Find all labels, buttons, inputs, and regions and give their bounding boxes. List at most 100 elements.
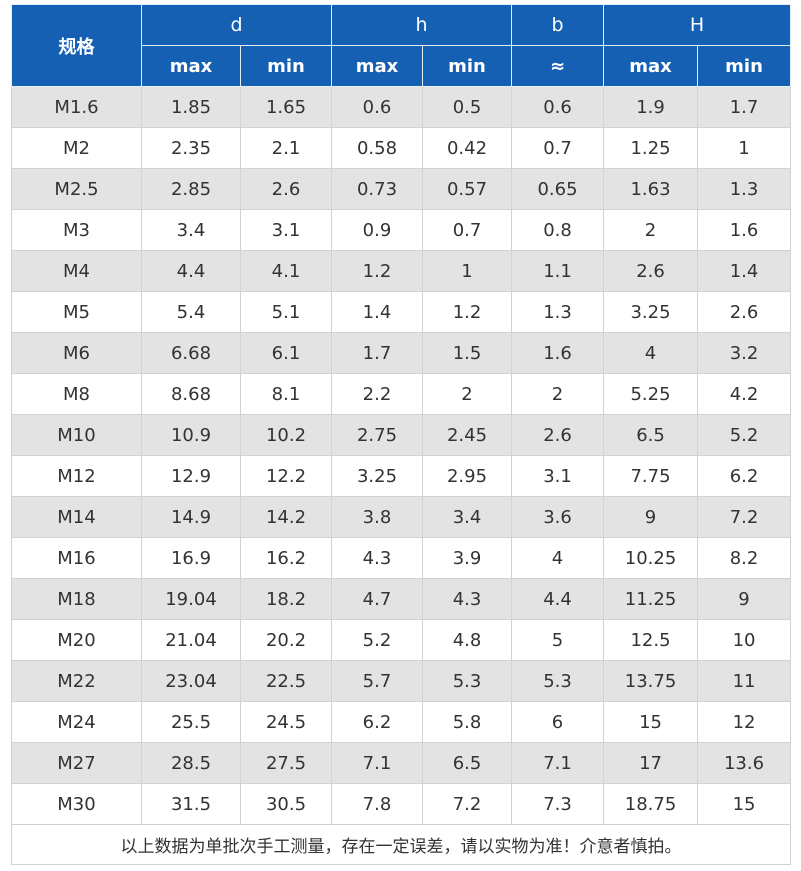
table-row: M8 8.68 8.1 2.2 2 2 5.25 4.2 — [11, 373, 792, 415]
cell-H-max: 1.25 — [603, 127, 699, 169]
table-row: M1.6 1.85 1.65 0.6 0.5 0.6 1.9 1.7 — [11, 86, 792, 128]
cell-b-approx: 0.65 — [511, 168, 605, 210]
table-row: M14 14.9 14.2 3.8 3.4 3.6 9 7.2 — [11, 496, 792, 538]
cell-d-min: 4.1 — [240, 250, 332, 292]
cell-h-min: 0.7 — [421, 209, 513, 251]
cell-b-approx: 4 — [511, 537, 605, 579]
cell-b-approx: 0.8 — [511, 209, 605, 251]
cell-spec: M14 — [11, 496, 142, 538]
cell-d-max: 4.4 — [141, 250, 241, 292]
cell-h-max: 0.6 — [331, 86, 423, 128]
cell-h-max: 4.3 — [331, 537, 423, 579]
cell-d-min: 16.2 — [240, 537, 332, 579]
cell-spec: M27 — [11, 742, 142, 784]
cell-H-max: 2 — [603, 209, 699, 251]
cell-h-max: 1.4 — [331, 291, 423, 333]
cell-d-min: 30.5 — [240, 783, 332, 825]
cell-spec: M2 — [11, 127, 142, 169]
cell-d-max: 1.85 — [141, 86, 241, 128]
cell-h-max: 3.8 — [331, 496, 423, 538]
cell-h-min: 4.8 — [421, 619, 513, 661]
cell-spec: M22 — [11, 660, 142, 702]
cell-h-max: 5.2 — [331, 619, 423, 661]
cell-d-min: 18.2 — [240, 578, 332, 620]
header-group-b: b — [511, 4, 605, 46]
cell-H-min: 1.6 — [697, 209, 792, 251]
cell-h-max: 5.7 — [331, 660, 423, 702]
cell-d-max: 14.9 — [141, 496, 241, 538]
cell-h-min: 2 — [421, 373, 513, 415]
cell-spec: M10 — [11, 414, 142, 456]
cell-spec: M4 — [11, 250, 142, 292]
table-row: M5 5.4 5.1 1.4 1.2 1.3 3.25 2.6 — [11, 291, 792, 333]
cell-d-min: 2.6 — [240, 168, 332, 210]
cell-h-max: 7.1 — [331, 742, 423, 784]
cell-d-min: 5.1 — [240, 291, 332, 333]
cell-d-max: 25.5 — [141, 701, 241, 743]
header-d-max: max — [141, 45, 241, 87]
cell-b-approx: 2 — [511, 373, 605, 415]
table-footer: 以上数据为单批次手工测量，存在一定误差，请以实物为准！介意者慎拍。 — [10, 824, 792, 865]
cell-H-max: 12.5 — [603, 619, 699, 661]
cell-h-max: 3.25 — [331, 455, 423, 497]
cell-H-min: 1.4 — [697, 250, 792, 292]
cell-b-approx: 7.1 — [511, 742, 605, 784]
table-row: M2.5 2.85 2.6 0.73 0.57 0.65 1.63 1.3 — [11, 168, 792, 210]
note-row: 以上数据为单批次手工测量，存在一定误差，请以实物为准！介意者慎拍。 — [10, 824, 792, 865]
header-group-row: 规格 d h b H — [11, 4, 792, 87]
cell-spec: M30 — [11, 783, 142, 825]
cell-H-max: 6.5 — [603, 414, 699, 456]
cell-b-approx: 5 — [511, 619, 605, 661]
cell-b-approx: 1.3 — [511, 291, 605, 333]
cell-d-min: 14.2 — [240, 496, 332, 538]
cell-b-approx: 4.4 — [511, 578, 605, 620]
cell-spec: M12 — [11, 455, 142, 497]
table-row: M2 2.35 2.1 0.58 0.42 0.7 1.25 1 — [11, 127, 792, 169]
table-body: M1.6 1.85 1.65 0.6 0.5 0.6 1.9 1.7 M2 2.35 2.1 0.58… — [11, 86, 792, 825]
cell-h-min: 2.95 — [421, 455, 513, 497]
header-group-d: d — [141, 4, 332, 46]
cell-H-max: 5.25 — [603, 373, 699, 415]
cell-b-approx: 3.1 — [511, 455, 605, 497]
cell-H-max: 1.9 — [603, 86, 699, 128]
cell-d-min: 1.65 — [240, 86, 332, 128]
cell-d-max: 8.68 — [141, 373, 241, 415]
table-row: M3 3.4 3.1 0.9 0.7 0.8 2 1.6 — [11, 209, 792, 251]
cell-h-max: 1.2 — [331, 250, 423, 292]
cell-d-max: 10.9 — [141, 414, 241, 456]
cell-spec: M6 — [11, 332, 142, 374]
cell-spec: M18 — [11, 578, 142, 620]
cell-d-min: 20.2 — [240, 619, 332, 661]
spec-table-container: 规格 d h b H max min max min ≈ max min M1.… — [10, 4, 792, 865]
cell-h-max: 6.2 — [331, 701, 423, 743]
table-row: M20 21.04 20.2 5.2 4.8 5 12.5 10 — [11, 619, 792, 661]
cell-H-max: 3.25 — [603, 291, 699, 333]
cell-d-min: 10.2 — [240, 414, 332, 456]
cell-d-max: 2.85 — [141, 168, 241, 210]
header-d-min: min — [240, 45, 332, 87]
cell-spec: M20 — [11, 619, 142, 661]
cell-H-min: 7.2 — [697, 496, 792, 538]
table-row: M27 28.5 27.5 7.1 6.5 7.1 17 13.6 — [11, 742, 792, 784]
cell-d-max: 31.5 — [141, 783, 241, 825]
cell-H-min: 1 — [697, 127, 792, 169]
cell-H-max: 17 — [603, 742, 699, 784]
cell-H-min: 5.2 — [697, 414, 792, 456]
cell-h-max: 0.73 — [331, 168, 423, 210]
spec-table: 规格 d h b H max min max min ≈ max min M1.… — [10, 4, 792, 865]
cell-h-min: 3.4 — [421, 496, 513, 538]
cell-spec: M2.5 — [11, 168, 142, 210]
cell-h-min: 1.2 — [421, 291, 513, 333]
cell-H-max: 15 — [603, 701, 699, 743]
cell-h-max: 0.9 — [331, 209, 423, 251]
cell-h-min: 0.42 — [421, 127, 513, 169]
cell-h-min: 3.9 — [421, 537, 513, 579]
cell-H-max: 11.25 — [603, 578, 699, 620]
cell-d-max: 23.04 — [141, 660, 241, 702]
cell-H-min: 1.7 — [697, 86, 792, 128]
cell-h-max: 2.2 — [331, 373, 423, 415]
cell-d-max: 16.9 — [141, 537, 241, 579]
cell-d-max: 6.68 — [141, 332, 241, 374]
cell-h-max: 2.75 — [331, 414, 423, 456]
cell-H-min: 12 — [697, 701, 792, 743]
